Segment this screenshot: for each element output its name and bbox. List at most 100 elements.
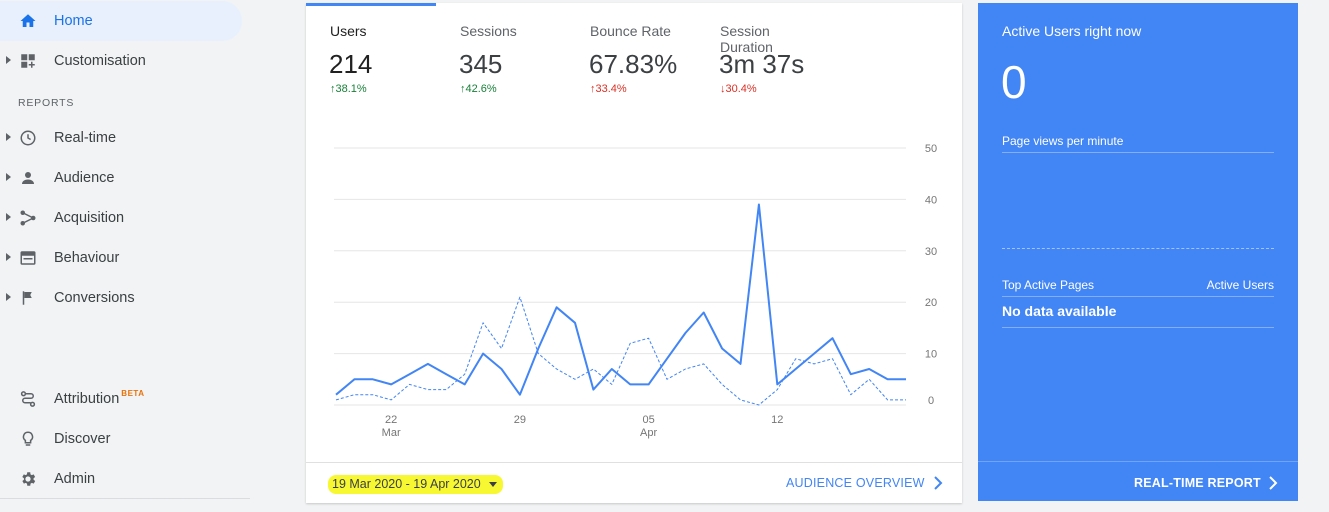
metric-delta: ↑42.6% [460,83,497,95]
active-users-header: Active Users [1206,278,1274,292]
metric-tab-session-duration[interactable]: Session Duration 3m 37s ↓30.4% [696,3,826,103]
expand-caret-icon[interactable] [6,173,11,181]
page-views-label: Page views per minute [1002,134,1124,148]
realtime-report-link[interactable]: REAL-TIME REPORT [1134,476,1261,490]
x-tick-month-label: Apr [640,427,657,439]
sidebar-item-label: Discover [54,431,111,447]
audience-overview-card: Users 214 ↑38.1% Sessions 345 ↑42.6% Bou… [306,3,962,503]
sidebar-divider [0,498,250,499]
metric-value: 3m 37s [719,49,805,79]
realtime-footer: REAL-TIME REPORT [978,461,1298,501]
metric-delta: ↓30.4% [720,83,757,95]
realtime-title: Active Users right now [1002,23,1142,39]
users-series-line [335,203,906,396]
x-tick-label: 05 [642,414,654,426]
divider [1002,296,1274,297]
metric-tab-bounce-rate[interactable]: Bounce Rate 67.83% ↑33.4% [566,3,696,103]
sidebar-item-acquisition[interactable]: Acquisition [0,198,242,238]
active-users-count: 0 [1001,56,1027,108]
expand-caret-icon[interactable] [6,293,11,301]
sidebar-item-label: Audience [54,170,115,186]
sidebar-item-customisation[interactable]: Customisation [0,41,242,81]
y-tick-label: 50 [925,143,937,155]
sidebar-item-conversions[interactable]: Conversions [0,278,242,318]
sidebar-item-behaviour[interactable]: Behaviour [0,238,242,278]
sidebar-item-label: Customisation [54,53,146,69]
date-range-label: 19 Mar 2020 - 19 Apr 2020 [332,477,481,491]
metric-delta: ↑38.1% [330,83,367,95]
no-data-message: No data available [1002,303,1117,319]
arrow-up-icon: ↑ [460,83,466,95]
behaviour-icon [18,248,38,268]
y-tick-label: 40 [925,194,937,206]
metric-value: 67.83% [589,49,678,79]
metric-value: 214 [329,49,373,79]
metric-tab-sessions[interactable]: Sessions 345 ↑42.6% [436,3,566,103]
dropdown-arrow-icon [488,481,497,487]
chevron-right-icon[interactable] [931,475,945,491]
attribution-label: Attribution [54,391,120,407]
beta-badge: BETA [121,389,145,398]
flag-icon [18,288,38,308]
divider [1002,152,1274,153]
sidebar: Home Customisation REPORTS Real-time Aud… [0,0,250,512]
sidebar-item-label: Real-time [54,130,117,146]
metric-label: Bounce Rate [590,23,671,39]
arrow-up-icon: ↑ [330,83,336,95]
metric-value: 345 [459,49,503,79]
dashboard-plus-icon [18,51,38,71]
arrow-up-icon: ↑ [590,83,596,95]
sidebar-item-label: Admin [54,471,96,487]
sidebar-item-admin[interactable]: Admin [0,459,242,499]
page-views-baseline [1002,248,1274,249]
comparison-series-line [335,296,906,406]
x-tick-label: 29 [514,414,526,426]
arrow-down-icon: ↓ [720,83,726,95]
metric-delta-value: 33.4% [595,83,627,95]
metric-delta-value: 30.4% [725,83,757,95]
x-tick-label: 12 [771,414,783,426]
sidebar-item-audience[interactable]: Audience [0,158,242,198]
sidebar-item-realtime[interactable]: Real-time [0,118,242,158]
sidebar-item-attribution[interactable]: Attribution BETA [0,379,242,419]
audience-overview-link[interactable]: AUDIENCE OVERVIEW [786,476,925,490]
clock-icon [18,128,38,148]
x-tick-label: 22 [385,414,397,426]
metric-delta: ↑33.4% [590,83,627,95]
reports-section-label: REPORTS [18,97,75,109]
sidebar-item-label: Conversions [54,290,135,306]
expand-caret-icon[interactable] [6,253,11,261]
metric-label: Sessions [460,23,517,39]
metric-label: Users [330,23,367,39]
expand-caret-icon[interactable] [6,213,11,221]
divider [1002,327,1274,328]
y-tick-label: 30 [925,246,937,258]
metric-tab-users[interactable]: Users 214 ↑38.1% [306,3,436,103]
expand-caret-icon[interactable] [6,133,11,141]
top-pages-header: Top Active Pages [1002,278,1095,292]
attribution-icon [18,389,38,409]
sidebar-item-label: Acquisition [54,210,125,226]
metric-label: Session Duration [720,23,773,55]
sidebar-item-label: Behaviour [54,250,120,266]
x-tick-month-label: Mar [382,427,401,439]
date-range-picker[interactable]: 19 Mar 2020 - 19 Apr 2020 [328,475,503,494]
gear-icon [18,469,38,489]
metric-delta-value: 42.6% [465,83,497,95]
expand-caret-icon[interactable] [6,56,11,64]
card-footer: 19 Mar 2020 - 19 Apr 2020 AUDIENCE OVERV… [306,462,962,503]
person-icon [18,168,38,188]
metric-delta-value: 38.1% [335,83,367,95]
acquisition-icon [18,208,38,228]
y-tick-label: 10 [925,349,937,361]
chevron-right-icon[interactable] [1266,475,1280,491]
realtime-card: Active Users right now 0 Page views per … [978,3,1298,501]
y-tick-label: 20 [925,297,937,309]
sidebar-item-label: Attribution BETA [54,389,145,410]
y-tick-label: 0 [928,395,934,407]
home-icon [18,11,38,31]
sidebar-item-discover[interactable]: Discover [0,419,242,459]
sidebar-item-home[interactable]: Home [0,1,242,41]
sidebar-item-label: Home [54,13,93,29]
